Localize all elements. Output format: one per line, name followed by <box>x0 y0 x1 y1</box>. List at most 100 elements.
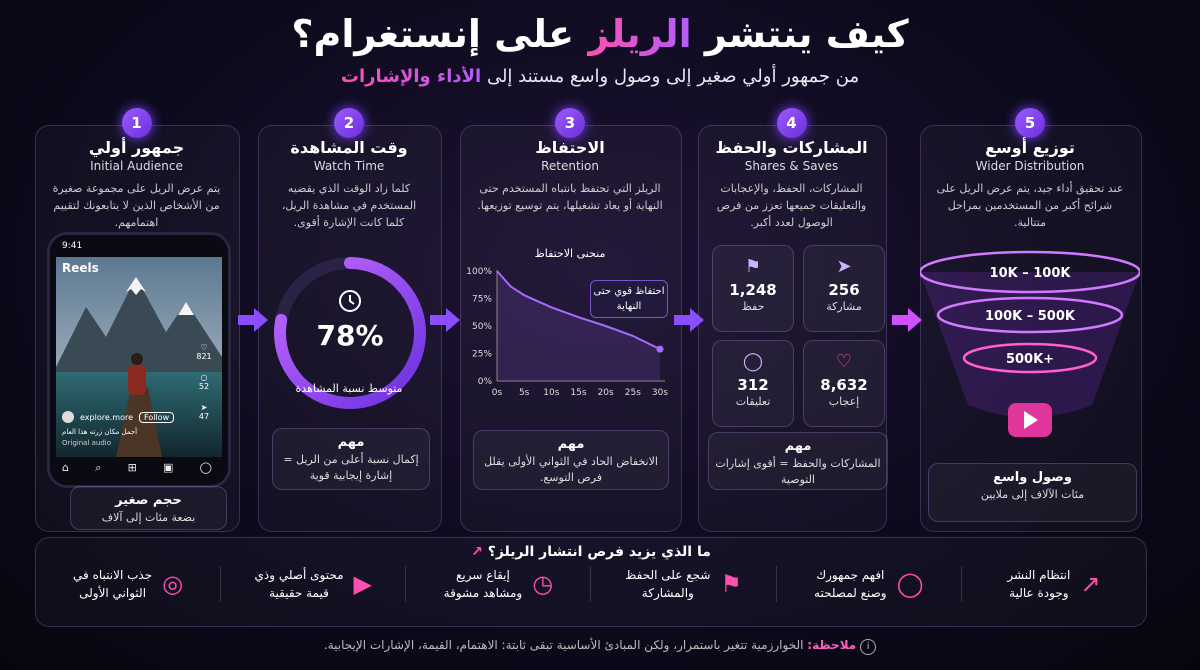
follow-button[interactable]: Follow <box>139 411 175 423</box>
step-title: المشاركات والحفظ <box>715 138 868 157</box>
step-description: الريلز التي تحتفظ بانتباه المستخدم حتى ا… <box>477 182 663 212</box>
footer-title: مهم <box>784 439 812 454</box>
metric-icon: ♡ <box>835 351 853 372</box>
gauge-label: 78% <box>316 319 383 352</box>
tip-text: انتظام النشر وجودة عالية <box>1007 566 1070 602</box>
arrow <box>430 308 460 332</box>
metric-label: إعجاب <box>828 395 860 408</box>
tip-icon: ◯ <box>896 570 924 598</box>
tip-line: شجع على الحفظ <box>625 568 711 582</box>
step-description: عند تحقيق أداء جيد، يتم عرض الريل على شر… <box>936 182 1124 229</box>
audio: Original audio <box>62 439 112 447</box>
funnel-label: 10K – 100K <box>990 266 1072 281</box>
footer-text: إكمال نسبة أعلى من الريل = إشارة إيجابية… <box>283 453 419 482</box>
metric-label: حفظ <box>741 300 765 313</box>
subtitle: من جمهور أولي صغير إلى وصول واسع مستند إ… <box>0 66 1200 87</box>
retention-line <box>496 270 661 350</box>
tip-text: جذب الانتباه في الثواني الأولى <box>73 566 152 602</box>
tip-item: ◎ جذب الانتباه في الثواني الأولى <box>36 566 220 602</box>
tips-title-text: ما الذي يزيد فرص انتشار الريلز؟ <box>487 544 711 560</box>
metric-label: مشاركة <box>826 300 862 313</box>
note-text: الخوارزمية تتغير باستمرار، ولكن المبادئ … <box>323 638 804 652</box>
tip-item: ◯ افهم جمهورك وصنع لمصلحته <box>775 566 961 602</box>
gauge-caption: متوسط نسبة المشاهدة <box>295 382 403 395</box>
step-number: 5 <box>1015 108 1045 138</box>
tip-item: ⚑ شجع على الحفظ والمشاركة <box>590 566 775 602</box>
phone-time: 9:41 <box>62 241 83 251</box>
chart-title: منحنى الاحتفاظ <box>535 247 606 260</box>
tip-line: وصنع لمصلحته <box>814 586 887 600</box>
y-tick-label: 75% <box>472 295 492 305</box>
step-title: توزيع أوسع <box>985 138 1075 157</box>
y-tick-label: 25% <box>472 350 492 360</box>
metric-label: تعليقات <box>735 395 771 408</box>
note-label: ملاحظة: <box>807 638 857 652</box>
tip-icon: ◷ <box>532 570 554 598</box>
funnel-ring <box>936 296 1124 334</box>
footer-text: المشاركات والحفظ = أقوى إشارات التوصية <box>715 457 881 486</box>
funnel-label: 500K+ <box>1006 352 1054 367</box>
title-highlight: الريلز <box>587 12 692 56</box>
metric-icon: ⚑ <box>744 256 762 277</box>
retention-chart: منحنى الاحتفاظ 0% 25% 50% 75% 100% 0s 5s 10s 15s… <box>466 247 668 398</box>
subtitle-start: من جمهور أولي صغير إلى وصول واسع مستند إ… <box>486 66 860 87</box>
x-tick-label: 10s <box>543 388 559 398</box>
username: explore.more <box>80 412 134 422</box>
step-title: وقت المشاهدة <box>290 138 408 157</box>
tip-line: جذب الانتباه في <box>73 568 153 582</box>
likes-count: 821 <box>196 352 212 361</box>
tip-line: إيقاع سريع <box>456 568 510 582</box>
tip-icon: ▶ <box>353 570 372 598</box>
tip-line: ومشاهد مشوقة <box>443 586 523 600</box>
x-tick-label: 20s <box>598 388 614 398</box>
footer-text: مئات الآلاف إلى ملايين <box>980 488 1085 501</box>
step-subtitle: Shares & Saves <box>744 159 839 173</box>
title: كيف ينتشر الريلز على إنستغرام؟ <box>0 12 1200 56</box>
footer-title: حجم صغير <box>115 493 182 508</box>
footer-box: وصول واسع مئات الآلاف إلى ملايين <box>928 463 1137 522</box>
tip-text: محتوى أصلي وذي قيمة حقيقية <box>254 566 343 602</box>
user-row: explore.more Follow <box>62 411 175 423</box>
metric-icon: ◯ <box>742 351 764 372</box>
phone-header: Reels <box>62 261 99 275</box>
footer-box: مهم إكمال نسبة أعلى من الريل = إشارة إيجا… <box>272 428 430 490</box>
funnel-label: 100K – 500K <box>985 309 1076 324</box>
metric-icon: ➤ <box>836 256 852 277</box>
tips-panel: ما الذي يزيد فرص انتشار الريلز؟ ↗ ↗ انتظا… <box>35 537 1147 627</box>
step-subtitle: Wider Distribution <box>975 159 1085 173</box>
step-description: كلما زاد الوقت الذي يقضيه المستخدم في مش… <box>281 182 417 229</box>
funnel: 10K – 100K 100K – 500K 500K+ <box>920 250 1140 437</box>
metric-value: 256 <box>828 281 860 299</box>
x-tick-label: 30s <box>652 388 668 398</box>
step-number: 3 <box>555 108 585 138</box>
tip-line: قيمة حقيقية <box>269 586 329 600</box>
footer-title: مهم <box>557 437 585 452</box>
x-tick-label: 25s <box>625 388 641 398</box>
step-subtitle: Retention <box>541 159 599 173</box>
footer-title: وصول واسع <box>993 470 1072 485</box>
metric-card: ➤ 256 مشاركة <box>803 245 885 332</box>
phone-nav: ⌂ ⌕ ⊞ ▣ ◯ <box>62 461 212 474</box>
comments: ○ 52 <box>190 373 218 391</box>
metric-value: 1,248 <box>729 281 777 299</box>
shares-count: 47 <box>198 412 210 421</box>
tip-line: انتظام النشر <box>1007 568 1071 582</box>
chart-annotation: احتفاظ قوي حتى النهاية <box>590 280 668 318</box>
tip-line: افهم جمهورك <box>816 568 885 582</box>
tip-item: ◷ إيقاع سريع ومشاهد مشوقة <box>405 566 590 602</box>
tip-icon: ↗ <box>1080 570 1101 598</box>
footer-title: مهم <box>337 435 365 450</box>
arrow <box>238 308 268 332</box>
comments-count: 52 <box>198 382 210 391</box>
footer-text: بضعة مئات إلى آلاف <box>101 511 196 524</box>
note: i ملاحظة: الخوارزمية تتغير باستمرار، ولك… <box>0 638 1200 655</box>
x-tick-label: 15s <box>570 388 586 398</box>
tip-text: شجع على الحفظ والمشاركة <box>625 566 710 602</box>
tip-text: افهم جمهورك وصنع لمصلحته <box>814 566 887 602</box>
x-tick-label: 5s <box>519 388 530 398</box>
footer-box: حجم صغير بضعة مئات إلى آلاف <box>70 486 227 530</box>
step-title: الاحتفاظ <box>535 138 605 157</box>
tip-line: والمشاركة <box>641 586 694 600</box>
step-description: يتم عرض الريل على مجموعة صغيرة من الأشخا… <box>52 182 221 229</box>
